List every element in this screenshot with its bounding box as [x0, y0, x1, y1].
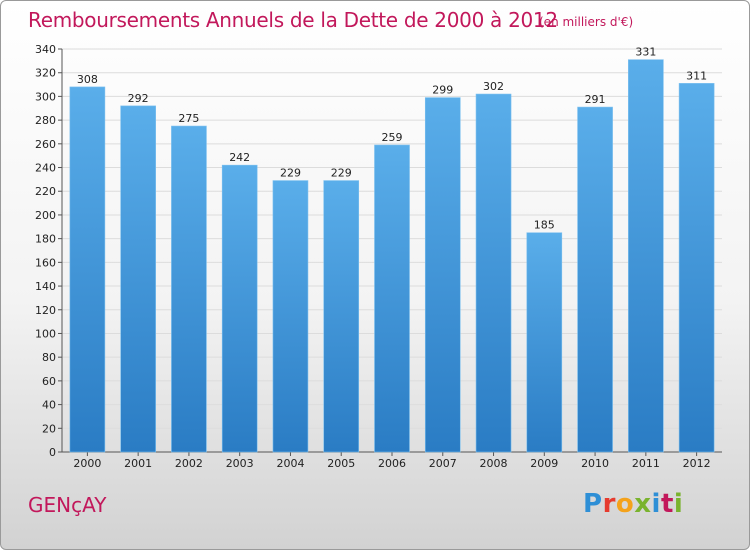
- commune-name: GENçAY: [28, 493, 107, 517]
- data-label: 292: [128, 92, 149, 105]
- y-tick-label: 100: [35, 327, 56, 340]
- y-tick-label: 280: [35, 114, 56, 127]
- y-tick-label: 20: [42, 422, 56, 435]
- y-tick-label: 40: [42, 399, 56, 412]
- y-tick-label: 120: [35, 304, 56, 317]
- data-label: 275: [178, 112, 199, 125]
- chart-title: Remboursements Annuels de la Dette de 20…: [28, 8, 558, 32]
- data-label: 308: [77, 73, 98, 86]
- y-tick-label: 160: [35, 256, 56, 269]
- bar-2008: [475, 93, 512, 453]
- bar-2004: [272, 180, 309, 453]
- y-tick-label: 320: [35, 67, 56, 80]
- x-tick-label: 2008: [480, 457, 508, 470]
- bar-2011: [628, 59, 664, 453]
- x-tick-label: 2000: [73, 457, 101, 470]
- y-tick-label: 80: [42, 351, 56, 364]
- data-label: 331: [635, 46, 656, 59]
- y-tick-label: 140: [35, 280, 56, 293]
- y-tick-label: 260: [35, 138, 56, 151]
- data-label: 291: [585, 93, 606, 106]
- data-label: 259: [382, 131, 403, 144]
- y-tick-label: 200: [35, 209, 56, 222]
- chart-unit-label: (en milliers d'€): [539, 15, 634, 29]
- data-label: 242: [229, 151, 250, 164]
- bar-2010: [577, 106, 613, 453]
- bar-2012: [678, 83, 715, 453]
- data-label: 299: [432, 84, 453, 97]
- y-tick-label: 180: [35, 233, 56, 246]
- bar-2007: [424, 97, 461, 453]
- axes: 0 20 40 60 80 100 120 140 160 180 200 220 240 260 280 3…: [35, 43, 722, 470]
- data-label: 185: [534, 219, 555, 232]
- y-tick-label: 240: [35, 162, 56, 175]
- bar-2001: [120, 105, 156, 453]
- x-tick-label: 2012: [683, 457, 711, 470]
- data-label: 302: [483, 80, 504, 93]
- x-tick-label: 2009: [530, 457, 558, 470]
- x-tick-label: 2001: [124, 457, 152, 470]
- x-tick-label: 2003: [226, 457, 254, 470]
- bar-2009: [526, 232, 563, 453]
- y-tick-label: 60: [42, 375, 56, 388]
- x-tick-label: 2004: [276, 457, 304, 470]
- data-label: 229: [280, 167, 301, 180]
- bar-2006: [374, 144, 410, 453]
- x-tick-label: 2002: [175, 457, 203, 470]
- bar-2003: [221, 164, 258, 453]
- data-labels: 308 292 275 242 229 229 259 299 302 185 291 331 311: [77, 46, 707, 232]
- x-tick-label: 2005: [327, 457, 355, 470]
- y-tick-label: 340: [35, 43, 56, 56]
- x-tick-label: 2010: [581, 457, 609, 470]
- y-tick-label: 220: [35, 185, 56, 198]
- x-tick-label: 2011: [632, 457, 660, 470]
- y-tick-label: 300: [35, 90, 56, 103]
- bars: [69, 59, 715, 453]
- y-tick-label: 0: [49, 446, 56, 459]
- data-label: 311: [686, 69, 707, 82]
- x-tick-label: 2006: [378, 457, 406, 470]
- bar-2000: [69, 86, 106, 453]
- x-tick-label: 2007: [429, 457, 457, 470]
- data-label: 229: [331, 167, 352, 180]
- proxiti-logo[interactable]: Proxiti: [583, 489, 684, 519]
- bar-2002: [171, 125, 207, 453]
- bar-2005: [323, 180, 360, 453]
